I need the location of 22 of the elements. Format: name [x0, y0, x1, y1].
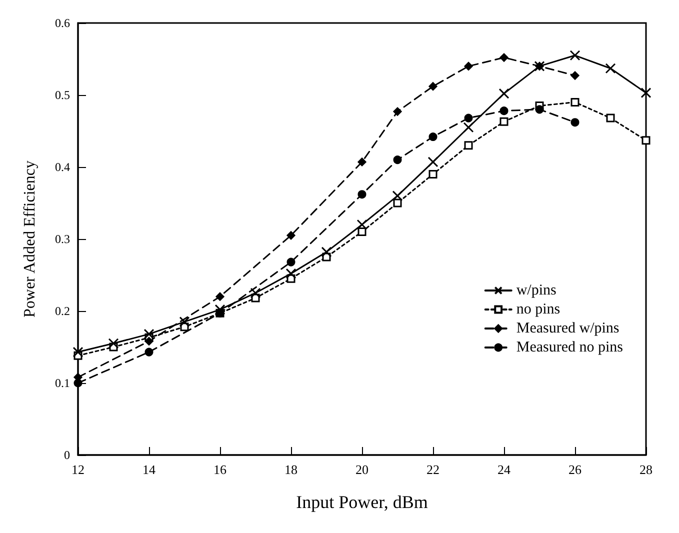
x-tick-label: 12 — [72, 462, 84, 477]
x-tick-label: 28 — [640, 462, 652, 477]
legend-label: w/pins — [516, 282, 557, 298]
x-tick-label: 16 — [214, 462, 227, 477]
y-tick-label: 0.3 — [55, 232, 70, 246]
legend-label: Measured no pins — [516, 340, 624, 356]
x-tick-label: 26 — [568, 462, 582, 477]
x-tick-label: 24 — [498, 462, 511, 477]
x-tick-label: 22 — [426, 462, 440, 477]
x-tick-label: 14 — [142, 462, 156, 477]
y-axis-title: Power Added Efficiency — [22, 160, 38, 318]
legend-label: Measured w/pins — [516, 320, 620, 336]
y-tick-label: 0.5 — [55, 88, 70, 102]
x-axis-title: Input Power, dBm — [296, 492, 428, 512]
y-tick-label: 0.4 — [55, 160, 70, 174]
x-tick-label: 20 — [356, 462, 368, 477]
y-tick-label: 0.2 — [55, 304, 70, 318]
y-tick-label: 0.1 — [55, 376, 70, 390]
x-tick-label: 18 — [284, 462, 298, 477]
legend-label: no pins — [516, 302, 560, 318]
y-tick-label: 0 — [64, 448, 70, 462]
y-tick-label: 0.6 — [55, 16, 70, 30]
